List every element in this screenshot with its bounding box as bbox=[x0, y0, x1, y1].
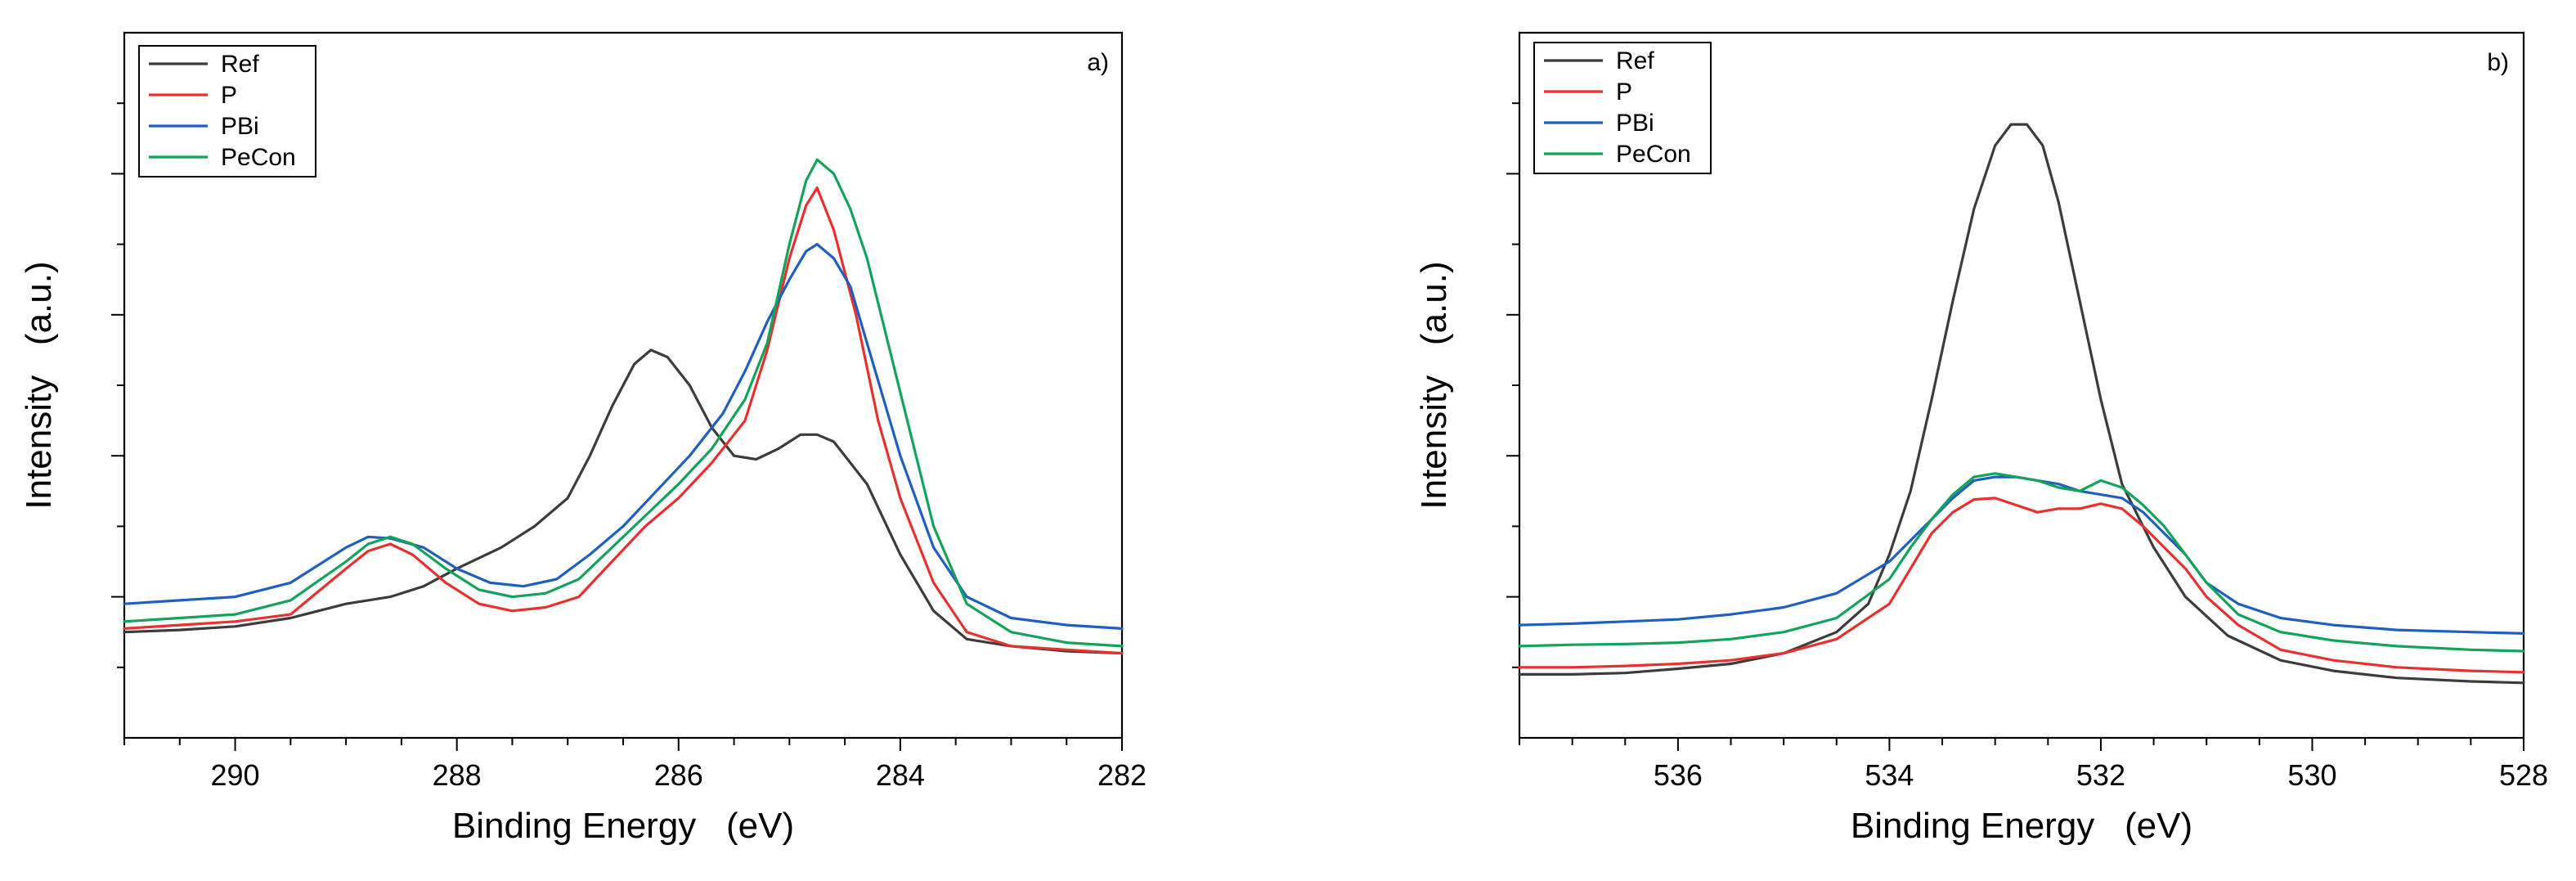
x-tick-label: 528 bbox=[2499, 758, 2548, 792]
series-line-pecon bbox=[1518, 472, 2525, 653]
legend-label: Ref bbox=[221, 51, 259, 78]
legend: Ref P PBi PeCon bbox=[1533, 42, 1712, 174]
legend: Ref P PBi PeCon bbox=[138, 45, 316, 178]
x-tick-label: 284 bbox=[876, 758, 925, 792]
chart-panel-a: a) Binding Energy (eV) Intensity (a.u.) … bbox=[19, 31, 1147, 846]
x-tick-label: 288 bbox=[433, 758, 482, 792]
chart-panel-b: b) Binding Energy (eV) Intensity (a.u.) … bbox=[1414, 31, 2548, 846]
series-line-ref bbox=[1518, 123, 2525, 685]
panel-label: a) bbox=[1087, 49, 1109, 76]
x-axis-title: Binding Energy (eV) bbox=[1851, 806, 2192, 846]
x-tick-label: 536 bbox=[1654, 758, 1703, 792]
legend-label: Ref bbox=[1616, 47, 1654, 74]
y-axis-title: Intensity (a.u.) bbox=[19, 261, 59, 509]
series-line-pecon bbox=[123, 158, 1124, 648]
x-axis-title: Binding Energy (eV) bbox=[452, 806, 794, 846]
legend-label: P bbox=[1616, 79, 1632, 106]
x-tick-label: 532 bbox=[2076, 758, 2125, 792]
legend-box bbox=[138, 45, 316, 178]
x-tick-label: 530 bbox=[2287, 758, 2336, 792]
series-line-p bbox=[123, 187, 1124, 655]
y-axis-title: Intensity (a.u.) bbox=[1414, 261, 1454, 509]
legend-box bbox=[1533, 42, 1712, 174]
x-tick-label: 534 bbox=[1865, 758, 1914, 792]
x-tick-label: 290 bbox=[211, 758, 260, 792]
series-line-pbi bbox=[1518, 475, 2525, 635]
legend-label: PBi bbox=[221, 113, 259, 140]
legend-label: P bbox=[221, 82, 237, 109]
x-tick-label: 286 bbox=[654, 758, 703, 792]
series-line-pbi bbox=[123, 243, 1124, 630]
panel-label: b) bbox=[2487, 49, 2509, 76]
series-line-p bbox=[1518, 497, 2525, 674]
series-line-ref bbox=[123, 348, 1124, 655]
legend-label: PBi bbox=[1616, 110, 1654, 137]
legend-label: PeCon bbox=[221, 144, 296, 171]
x-tick-label: 282 bbox=[1097, 758, 1147, 792]
legend-label: PeCon bbox=[1616, 141, 1691, 168]
